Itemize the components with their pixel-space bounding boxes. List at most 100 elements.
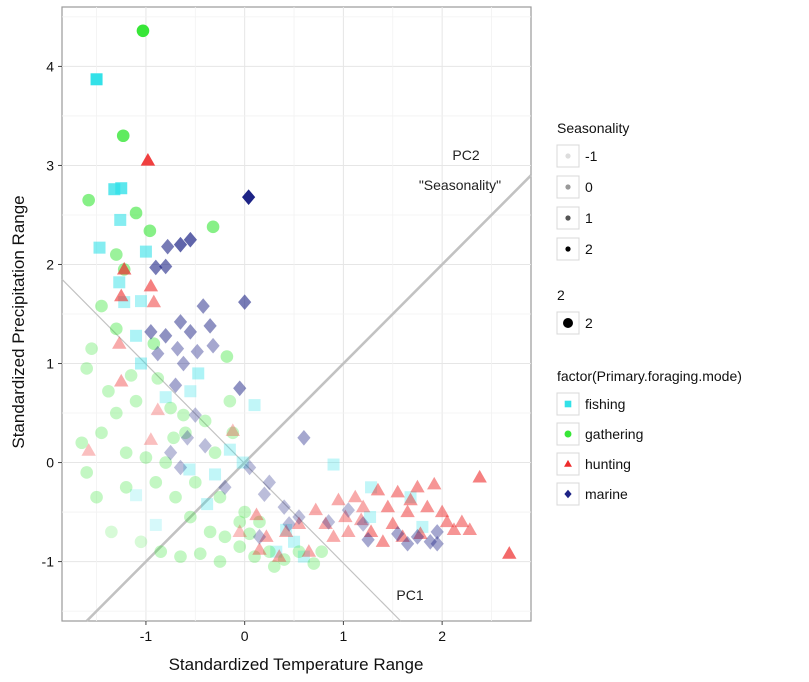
- gathering-point: [110, 322, 123, 336]
- gathering-point: [218, 530, 232, 544]
- y-axis-title: Standardized Precipitation Range: [9, 195, 28, 448]
- gathering-point: [82, 193, 95, 207]
- hunting-point: [462, 522, 477, 535]
- fishing-point: [280, 523, 293, 536]
- hunting-point: [395, 529, 410, 542]
- hunting-point: [326, 529, 341, 542]
- mode-legend-title: factor(Primary.foraging.mode): [557, 368, 742, 384]
- gathering-point: [213, 555, 227, 568]
- hunting-key-icon: [564, 459, 572, 467]
- seasonality-key-label: 0: [585, 179, 593, 195]
- marine-point: [164, 444, 178, 461]
- gathering-point: [226, 426, 240, 440]
- gathering-point: [139, 451, 153, 464]
- marine-point: [321, 514, 336, 530]
- marine-point: [173, 314, 188, 330]
- marine-point: [238, 294, 252, 310]
- gathering-point: [110, 406, 123, 420]
- gathering-point: [307, 557, 321, 570]
- seasonality-key-label: -1: [585, 148, 598, 164]
- hunting-point: [403, 492, 418, 506]
- hunting-point: [380, 499, 396, 513]
- fishing-point: [297, 550, 310, 563]
- seasonality-key-dot: [565, 215, 571, 221]
- fishing-point: [93, 241, 106, 254]
- hunting-point: [338, 509, 353, 523]
- marine-point: [196, 298, 210, 314]
- marine-point: [423, 533, 437, 550]
- hunting-point: [353, 512, 369, 526]
- marine-point: [218, 479, 232, 496]
- marine-point: [176, 355, 191, 372]
- marine-point: [198, 437, 212, 454]
- size-key-dot: [563, 318, 573, 328]
- marine-point: [242, 189, 256, 205]
- gathering-point: [124, 369, 138, 382]
- fishing-point: [183, 463, 196, 476]
- x-tick-label: 0: [241, 628, 249, 644]
- hunting-point: [259, 529, 274, 542]
- fishing-point: [327, 458, 340, 471]
- legends: Seasonality -1 0 1 2 2 2 factor(Primary.for…: [556, 120, 742, 506]
- fishing-point: [159, 391, 172, 404]
- marine-point: [400, 535, 415, 552]
- mode-key-label: marine: [585, 486, 628, 502]
- hunting-point: [331, 492, 346, 506]
- size-key-label: 2: [585, 315, 593, 331]
- seasonality-key-dot: [565, 153, 571, 159]
- marine-point: [430, 535, 444, 552]
- gathering-point: [119, 481, 133, 494]
- gathering-point: [134, 535, 148, 549]
- gathering-point: [208, 446, 222, 459]
- marine-point: [183, 231, 197, 248]
- marine-point: [430, 524, 444, 540]
- hunting-point: [472, 469, 487, 483]
- y-tick-label: -1: [42, 554, 55, 570]
- gathering-point: [147, 337, 161, 351]
- hunting-point: [348, 489, 363, 503]
- hunting-point: [143, 432, 159, 445]
- hunting-point: [301, 544, 317, 557]
- fishing-point: [149, 518, 162, 531]
- marine-point: [168, 377, 183, 394]
- hunting-point: [252, 542, 267, 555]
- hunting-point: [427, 476, 442, 490]
- marine-point: [144, 324, 158, 340]
- x-axis-title: Standardized Temperature Range: [169, 655, 424, 674]
- fishing-point: [139, 245, 152, 258]
- pc-lines: [61, 174, 532, 622]
- fishing-point: [248, 399, 261, 412]
- fishing-point: [90, 73, 103, 86]
- y-tick-label: 3: [46, 157, 54, 173]
- fishing-point: [184, 385, 197, 398]
- hunting-point: [439, 514, 455, 528]
- gathering-point: [119, 446, 133, 459]
- pc2-label: PC2: [452, 147, 479, 163]
- gathering-point: [116, 129, 130, 143]
- gathering-point: [102, 384, 115, 398]
- gathering-point: [80, 466, 93, 479]
- pc1-label: PC1: [396, 587, 423, 603]
- gathering-point: [213, 490, 227, 504]
- gathering-point: [177, 408, 190, 422]
- gathering-point: [159, 456, 172, 469]
- y-tick-label: 2: [46, 256, 54, 272]
- gathering-key-icon: [564, 430, 572, 438]
- mode-key-label: fishing: [585, 396, 625, 412]
- hunting-point: [308, 502, 323, 516]
- gathering-point: [223, 394, 237, 408]
- gathering-point: [167, 431, 180, 445]
- gathering-point: [136, 24, 150, 38]
- hunting-point: [278, 524, 294, 537]
- marine-point: [180, 429, 194, 446]
- data-points: [75, 24, 517, 573]
- y-tick-label: 4: [46, 58, 54, 74]
- gathering-point: [198, 414, 212, 428]
- seasonality-legend: Seasonality -1 0 1 2: [556, 120, 629, 261]
- fishing-point: [270, 545, 283, 558]
- fishing-point: [201, 498, 214, 511]
- marine-point: [262, 474, 276, 491]
- hunting-point: [341, 524, 356, 537]
- x-tick-label: -1: [140, 628, 153, 644]
